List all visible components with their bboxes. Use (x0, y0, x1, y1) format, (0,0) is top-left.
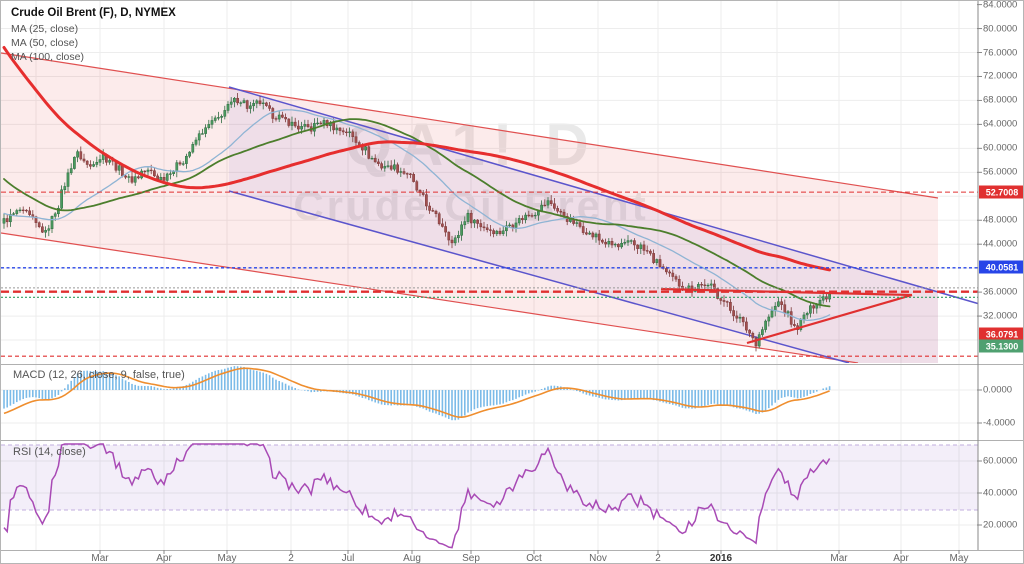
price-tick-label: 48.0000 (983, 214, 1018, 226)
price-tick-label: 72.0000 (983, 70, 1018, 82)
last-price-label: 35.1300 (979, 339, 1023, 353)
time-axis-label: 2 (655, 553, 661, 564)
last-price-label: 36.0791 (979, 327, 1023, 341)
time-axis-label: Jul (341, 553, 355, 564)
price-tick-label: 80.0000 (983, 23, 1018, 35)
price-tick-label: 60.0000 (983, 142, 1018, 154)
time-axis-label: Mar (830, 553, 848, 564)
macd-tick-label: 0.0000 (983, 384, 1013, 396)
time-axis-label: 2016 (709, 553, 733, 564)
symbol-title[interactable]: Crude Oil Brent (F), D, NYMEX (11, 7, 176, 19)
time-axis-label: Apr (156, 553, 172, 564)
last-price-label: 52.7008 (979, 185, 1023, 199)
rsi-tick-label: 60.0000 (983, 455, 1018, 467)
indicator-ma50[interactable]: MA (50, close) (11, 37, 79, 49)
rsi-tick-label: 40.0000 (983, 487, 1018, 499)
price-tick-label: 36.0000 (983, 286, 1018, 298)
time-axis-label: Apr (893, 553, 909, 564)
time-axis-label: Aug (403, 553, 421, 564)
price-tick-label: 76.0000 (983, 47, 1018, 58)
price-tick-label: 56.0000 (983, 166, 1018, 178)
price-tick-label: 32.0000 (983, 310, 1018, 322)
price-tick-label: 84.0000 (983, 0, 1018, 11)
last-price-label: 40.0581 (979, 260, 1023, 274)
price-tick-label: 68.0000 (983, 94, 1018, 106)
price-tick-label: 44.0000 (983, 238, 1018, 250)
rsi-tick-label: 20.0000 (983, 519, 1018, 531)
indicator-ma100[interactable]: MA (100, close) (11, 51, 84, 63)
time-axis-label: Mar (91, 553, 109, 564)
macd-pane-label[interactable]: MACD (12, 26, close, 9, false, true) (13, 369, 185, 381)
rsi-pane-label[interactable]: RSI (14, close) (13, 446, 86, 458)
time-axis-label: Sep (462, 553, 480, 564)
time-axis-label: May (949, 553, 969, 564)
chart-legend: Crude Oil Brent (F), D, NYMEX MA (25, cl… (11, 7, 176, 64)
macd-tick-label: -4.0000 (983, 417, 1016, 429)
time-axis-label: 2 (288, 553, 294, 564)
price-tick-label: 64.0000 (983, 118, 1018, 130)
indicator-ma25[interactable]: MA (25, close) (11, 23, 79, 35)
time-axis-label: Oct (526, 553, 542, 564)
time-axis-label: Nov (589, 553, 607, 564)
time-axis-label: May (217, 553, 237, 564)
